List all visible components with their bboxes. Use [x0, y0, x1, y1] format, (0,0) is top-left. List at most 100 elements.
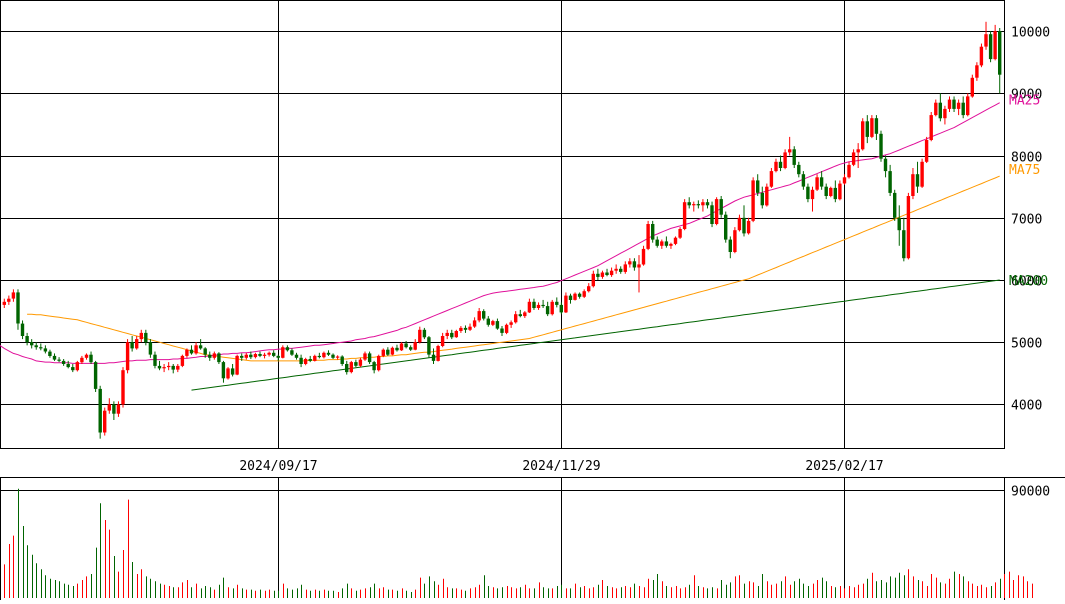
candle-body: [180, 355, 185, 366]
candle-body: [281, 347, 285, 358]
candle-body: [139, 332, 143, 340]
candle-body: [135, 339, 139, 349]
candle-body: [75, 362, 79, 371]
candle-body: [354, 362, 358, 366]
candle-body: [842, 177, 847, 184]
candle-body: [559, 304, 563, 313]
candle-body: [367, 353, 372, 363]
candle-body: [756, 180, 760, 193]
ma200-line: [191, 279, 1000, 391]
candle-body: [714, 199, 719, 224]
candle-body: [751, 180, 755, 221]
price-tick-label: 6000: [1011, 275, 1042, 290]
price-panel-frame: [0, 0, 1005, 449]
candle-body: [792, 149, 796, 165]
candle-body: [769, 171, 774, 187]
candle-body: [345, 364, 349, 373]
candle-body: [760, 192, 764, 206]
candle-body: [664, 241, 669, 246]
candle-body: [975, 65, 979, 78]
price-tick-label: 8000: [1011, 151, 1042, 166]
candle-body: [482, 311, 486, 319]
candle-body: [409, 347, 413, 350]
candle-body: [66, 364, 70, 368]
candle-body: [582, 291, 586, 297]
candle-body: [719, 199, 723, 215]
candle-body: [445, 332, 449, 336]
candle-body: [596, 273, 600, 277]
candle-body: [299, 357, 303, 364]
candle-body: [623, 264, 627, 272]
candle-body: [874, 118, 879, 134]
ma75-label: MA75: [1009, 163, 1040, 178]
candle-body: [7, 298, 11, 302]
candle-body: [486, 318, 490, 325]
candle-body: [865, 121, 869, 137]
ma25-line: [0, 102, 1000, 364]
candle-body: [692, 204, 696, 206]
candle-body: [326, 352, 331, 355]
candle-body: [107, 404, 111, 411]
candle-body: [737, 217, 742, 231]
candle-body: [966, 96, 970, 116]
candle-body: [167, 365, 171, 368]
candle-body: [564, 295, 568, 313]
candle-body: [144, 332, 148, 343]
candle-body: [893, 192, 897, 218]
candle-body: [431, 354, 436, 361]
candle-body: [701, 202, 705, 206]
candle-body: [998, 31, 1002, 75]
candle-body: [226, 368, 230, 379]
candle-body: [203, 348, 207, 355]
candle-body: [176, 365, 180, 370]
candle-body: [724, 214, 728, 240]
candle-body: [541, 304, 545, 307]
candle-body: [153, 354, 157, 366]
candle-body: [545, 306, 550, 315]
candle-body: [518, 314, 522, 317]
candle-body: [637, 264, 641, 268]
candle-body: [84, 354, 89, 358]
candle-body: [587, 286, 591, 292]
candle-body: [509, 322, 513, 325]
volume-tick-label: 90000: [1011, 485, 1050, 500]
candle-body: [514, 314, 518, 323]
candle-body: [52, 355, 57, 360]
candle-body: [536, 304, 541, 308]
candle-body: [915, 174, 920, 187]
candle-body: [258, 354, 262, 356]
candle-body: [171, 365, 175, 370]
candle-body: [500, 328, 504, 333]
candle-body: [427, 337, 431, 355]
candle-body: [906, 196, 911, 259]
candle-body: [495, 321, 500, 329]
candle-body: [801, 174, 806, 187]
date-tick-label: 2024/09/17: [239, 459, 317, 474]
candle-body: [527, 301, 532, 313]
candle-body: [742, 217, 746, 234]
candle-body: [71, 367, 75, 371]
candle-body: [208, 354, 212, 358]
candle-body: [897, 217, 901, 231]
candle-body: [934, 102, 938, 116]
candle-body: [454, 331, 458, 338]
price-tick-label: 5000: [1011, 337, 1042, 352]
candle-body: [929, 115, 933, 140]
price-tick-label: 7000: [1011, 213, 1042, 228]
candle-body: [363, 353, 367, 360]
candle-body: [194, 345, 198, 354]
candle-body: [436, 346, 440, 361]
candle-body: [39, 347, 43, 349]
candle-body: [472, 320, 477, 327]
candle-body: [988, 34, 993, 60]
ma75-line: [27, 175, 1000, 362]
candle-body: [861, 121, 865, 150]
candle-body: [377, 355, 381, 371]
candle-body: [303, 359, 308, 364]
candle-body: [673, 237, 678, 244]
candle-body: [952, 99, 956, 109]
candle-body: [687, 202, 691, 206]
candle-body: [888, 171, 892, 193]
candle-body: [404, 343, 408, 348]
